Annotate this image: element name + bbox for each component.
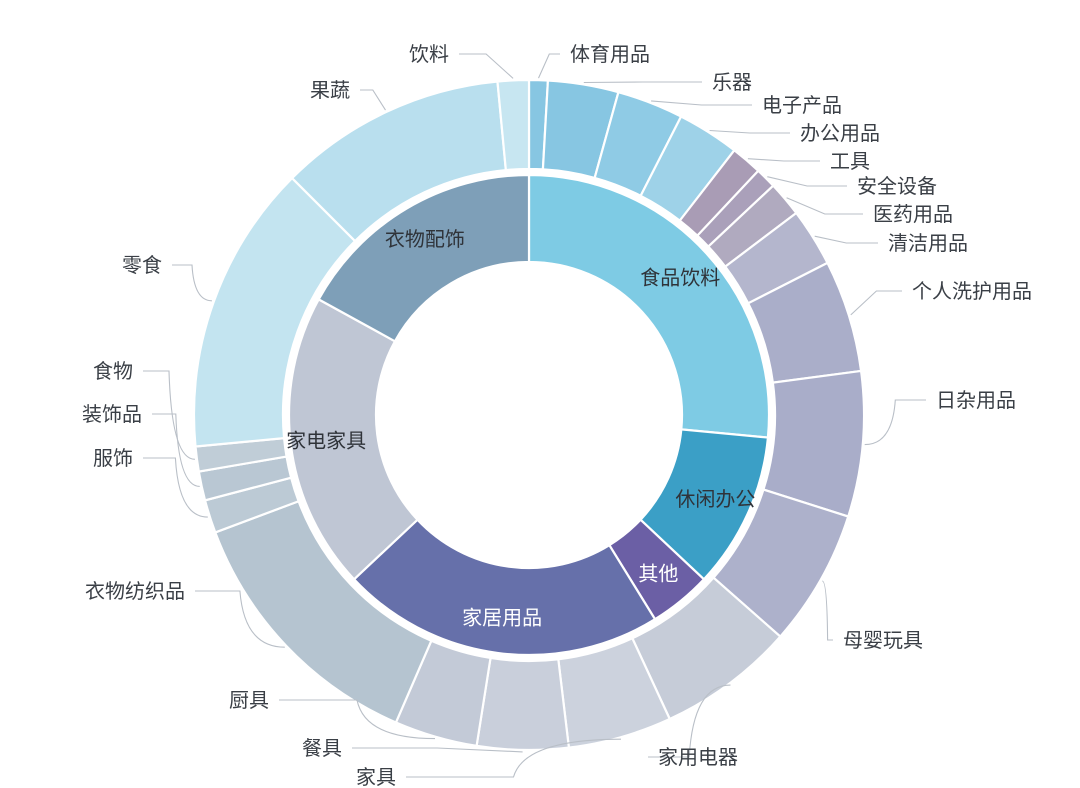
leader-line-服饰 xyxy=(143,457,208,518)
outer-label-餐具: 餐具 xyxy=(302,737,342,760)
leader-line-装饰品 xyxy=(152,413,200,487)
leader-line-安全设备 xyxy=(767,176,847,187)
inner-segment-家电家具[interactable] xyxy=(287,297,420,581)
outer-label-日杂用品: 日杂用品 xyxy=(936,389,1016,412)
inner-ring-group xyxy=(287,173,771,657)
outer-label-清洁用品: 清洁用品 xyxy=(888,232,968,255)
inner-segment-label-家电家具: 家电家具 xyxy=(286,430,366,453)
outer-label-家具: 家具 xyxy=(356,766,396,788)
outer-label-工具: 工具 xyxy=(830,151,870,173)
leader-line-体育用品 xyxy=(537,53,560,79)
leader-line-电子产品 xyxy=(651,100,752,106)
leader-line-医药用品 xyxy=(786,197,863,215)
leader-line-办公用品 xyxy=(709,129,790,134)
leader-line-group xyxy=(143,53,926,778)
inner-segment-label-家居用品: 家居用品 xyxy=(462,607,542,630)
outer-label-家用电器: 家用电器 xyxy=(658,746,738,769)
outer-segment-饮料[interactable] xyxy=(496,78,531,172)
outer-label-厨具: 厨具 xyxy=(229,690,269,712)
leader-line-食物 xyxy=(143,370,195,460)
outer-label-果蔬: 果蔬 xyxy=(310,79,350,102)
outer-label-电子产品: 电子产品 xyxy=(762,94,842,117)
leader-line-母婴玩具 xyxy=(821,580,833,641)
leader-line-零食 xyxy=(172,264,212,302)
outer-label-食物: 食物 xyxy=(93,360,133,383)
outer-label-安全设备: 安全设备 xyxy=(857,175,937,198)
inner-segment-label-衣物配饰: 衣物配饰 xyxy=(385,228,465,251)
inner-segment-label-食品饮料: 食品饮料 xyxy=(640,266,720,289)
leader-line-厨具 xyxy=(279,699,436,740)
inner-segment-家居用品[interactable] xyxy=(352,518,657,657)
leader-line-日杂用品 xyxy=(864,399,926,446)
leader-line-工具 xyxy=(747,158,820,162)
inner-segment-label-休闲办公: 休闲办公 xyxy=(675,488,755,511)
outer-segment-餐具[interactable] xyxy=(475,656,571,752)
outer-ring-group xyxy=(192,78,866,752)
outer-label-衣物纺织品: 衣物纺织品 xyxy=(85,580,185,603)
outer-label-办公用品: 办公用品 xyxy=(800,122,880,145)
outer-label-饮料: 饮料 xyxy=(409,43,449,66)
outer-label-服饰: 服饰 xyxy=(93,447,133,470)
outer-label-装饰品: 装饰品 xyxy=(82,403,142,426)
leader-line-清洁用品 xyxy=(814,235,878,244)
leader-line-餐具 xyxy=(352,747,523,753)
leader-line-个人洗护用品 xyxy=(850,290,902,316)
outer-label-医药用品: 医药用品 xyxy=(873,203,953,226)
leader-line-家用电器 xyxy=(648,684,731,758)
outer-label-母婴玩具: 母婴玩具 xyxy=(843,630,923,652)
leader-line-家具 xyxy=(406,738,622,778)
outer-label-零食: 零食 xyxy=(122,254,162,277)
leader-line-果蔬 xyxy=(360,89,386,111)
inner-segment-食品饮料[interactable] xyxy=(527,173,771,439)
outer-label-体育用品: 体育用品 xyxy=(570,43,650,66)
outer-label-个人洗护用品: 个人洗护用品 xyxy=(912,280,1032,303)
leader-line-乐器 xyxy=(583,81,702,84)
leader-line-饮料 xyxy=(459,53,514,79)
inner-segment-label-其他: 其他 xyxy=(638,562,678,585)
outer-label-乐器: 乐器 xyxy=(712,71,752,94)
inner-segment-衣物配饰[interactable] xyxy=(317,173,531,343)
leader-line-衣物纺织品 xyxy=(195,590,285,648)
